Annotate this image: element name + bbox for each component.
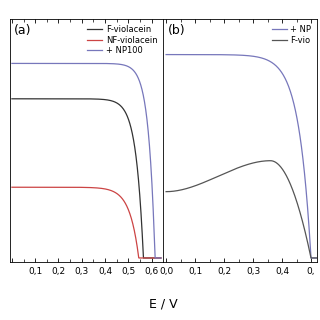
+ NP100 bbox=[36, 61, 40, 65]
Legend: + NP, F-vio: + NP, F-vio bbox=[270, 23, 313, 46]
F-violacein bbox=[10, 97, 14, 101]
+ NP100 bbox=[10, 61, 14, 65]
Line: NF-violacein: NF-violacein bbox=[12, 187, 161, 258]
+ NP100 bbox=[153, 256, 157, 260]
+ NP100 bbox=[48, 61, 52, 65]
F-violacein bbox=[159, 256, 163, 260]
Text: (b): (b) bbox=[168, 24, 185, 37]
NF-violacein bbox=[122, 199, 126, 203]
F-violacein bbox=[122, 108, 126, 112]
NF-violacein bbox=[109, 189, 113, 193]
+ NP100 bbox=[77, 61, 81, 65]
NF-violacein bbox=[77, 185, 81, 189]
Line: F-violacein: F-violacein bbox=[12, 99, 161, 258]
Text: E / V: E / V bbox=[149, 298, 178, 310]
+ NP100 bbox=[109, 62, 113, 66]
F-violacein bbox=[36, 97, 40, 101]
NF-violacein bbox=[36, 185, 40, 189]
F-violacein bbox=[48, 97, 52, 101]
NF-violacein bbox=[159, 256, 163, 260]
NF-violacein bbox=[48, 185, 52, 189]
+ NP100 bbox=[98, 61, 102, 65]
NF-violacein bbox=[137, 256, 141, 260]
F-violacein bbox=[98, 97, 102, 101]
NF-violacein bbox=[98, 186, 102, 190]
Line: + NP100: + NP100 bbox=[12, 63, 161, 258]
F-violacein bbox=[141, 256, 145, 260]
NF-violacein bbox=[10, 185, 14, 189]
Text: (a): (a) bbox=[14, 24, 32, 37]
F-violacein bbox=[77, 97, 81, 101]
+ NP100 bbox=[159, 256, 163, 260]
F-violacein bbox=[109, 99, 113, 103]
Legend: F-violacein, NF-violacein, + NP100: F-violacein, NF-violacein, + NP100 bbox=[86, 23, 159, 57]
+ NP100 bbox=[122, 63, 126, 67]
